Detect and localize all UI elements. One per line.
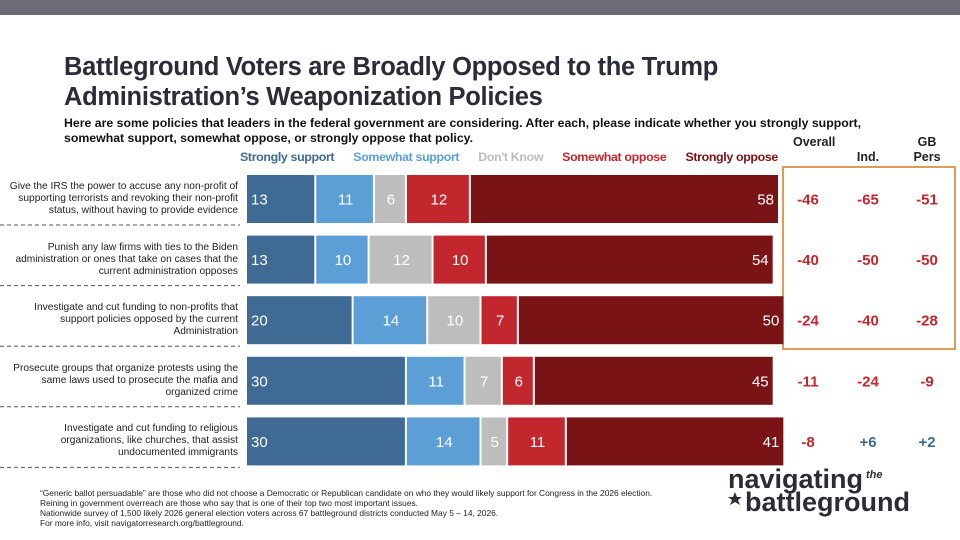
data-label: 58 (757, 192, 774, 209)
legend-entry: Somewhat oppose (562, 150, 667, 164)
bar-segment (508, 417, 565, 466)
data-label: 13 (251, 252, 268, 269)
data-label: 54 (752, 252, 769, 269)
net-value: -11 (798, 373, 819, 390)
category-label: Investigate and cut funding to religious… (60, 423, 238, 459)
data-label: 50 (763, 313, 780, 330)
data-label: 13 (251, 192, 268, 209)
data-label: 30 (251, 434, 268, 451)
net-value: +2 (918, 434, 935, 451)
bar-segment (374, 175, 405, 223)
net-value: -9 (920, 373, 933, 390)
data-label: 11 (338, 192, 354, 209)
net-value: -46 (797, 192, 819, 209)
category-label: Give the IRS the power to accuse any non… (9, 181, 238, 216)
column-header: Ind. (856, 150, 880, 164)
footnotes: “Generic ballot persuadable” are those w… (40, 488, 690, 528)
legend: Strongly support Somewhat support Don't Kn… (240, 150, 778, 164)
chart-title: Battleground Voters are Broadly Opposed … (64, 53, 719, 111)
category-label: Punish any law firms with ties to the Bi… (15, 241, 238, 277)
net-value: -40 (797, 252, 819, 269)
data-label: 10 (447, 313, 464, 330)
bar-segment (406, 175, 469, 223)
bar-segment (406, 356, 464, 405)
data-label: 12 (431, 192, 448, 209)
footnote: “Generic ballot persuadable” are those w… (40, 488, 653, 498)
net-value: -65 (857, 192, 879, 209)
net-value: -24 (797, 313, 819, 330)
legend-entry: Somewhat support (353, 150, 460, 164)
logo-line1: navigating (728, 464, 863, 494)
bar-segment (470, 175, 778, 223)
data-label: 41 (763, 434, 780, 451)
data-label: 7 (496, 313, 504, 330)
bar-segment (406, 417, 480, 466)
bar-segment (534, 356, 773, 405)
data-label: 5 (491, 434, 499, 451)
bar-segment (428, 296, 480, 345)
data-label: 45 (752, 373, 769, 390)
bar-segment (502, 356, 533, 405)
legend-entry: Strongly oppose (685, 150, 778, 164)
logo-small: the (866, 469, 883, 481)
data-label: 6 (387, 192, 395, 209)
net-value: +6 (859, 434, 876, 451)
bar-segment (433, 235, 485, 284)
column-header: GB Pers (913, 135, 941, 164)
bar-segment (316, 235, 368, 284)
bar-segment (247, 417, 405, 466)
bar-segment (518, 296, 784, 345)
data-label: 20 (251, 313, 268, 330)
data-label: 10 (452, 252, 469, 269)
footnote: For more info, visit navigatorresearch.o… (40, 518, 244, 528)
bar-segment (486, 235, 773, 284)
data-label: 11 (428, 373, 444, 390)
bar-segment (369, 235, 432, 284)
category-label: Investigate and cut funding to non-profi… (34, 302, 238, 338)
bar-segment (566, 417, 784, 466)
data-label: 12 (393, 252, 410, 269)
legend-entry: Strongly support (240, 150, 335, 164)
bar-segment (465, 356, 501, 405)
bar-segment (316, 175, 373, 223)
bar-segment (481, 296, 517, 345)
legend-entry: Don't Know (478, 150, 544, 164)
bar-segment (481, 417, 507, 466)
column-header: Overall (793, 135, 836, 149)
net-value: -50 (916, 252, 938, 269)
data-label: 10 (335, 252, 352, 269)
net-value: -8 (801, 434, 814, 451)
net-value: -51 (916, 192, 938, 209)
net-value: -24 (857, 373, 879, 390)
data-label: 30 (251, 373, 268, 390)
bar-segment (247, 356, 405, 405)
data-label: 14 (436, 434, 453, 451)
category-label: Prosecute groups that organize protests … (13, 362, 238, 398)
chart-subtitle: Here are some policies that leaders in t… (64, 116, 862, 145)
logo-line2: battleground (745, 487, 910, 517)
data-label: 11 (530, 434, 546, 451)
top-band (0, 0, 960, 15)
net-value: -40 (857, 313, 879, 330)
highlight-box (782, 166, 956, 350)
footnote: Nationwide survey of 1,500 likely 2026 g… (40, 508, 499, 518)
bar-segment (247, 235, 315, 284)
data-label: 7 (480, 373, 488, 390)
footnote: Reining in government overreach are thos… (40, 498, 418, 508)
logo-star (728, 492, 742, 505)
bar-segment (247, 175, 315, 223)
data-label: 14 (383, 313, 400, 330)
bar-segment (247, 296, 352, 345)
bar-segment (353, 296, 427, 345)
net-value: -50 (857, 252, 879, 269)
data-label: 6 (515, 373, 523, 390)
net-value: -28 (916, 313, 938, 330)
